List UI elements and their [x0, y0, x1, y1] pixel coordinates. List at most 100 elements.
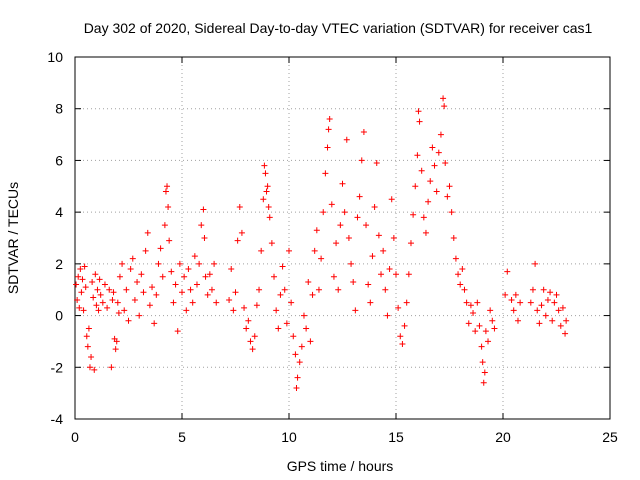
data-point: [168, 268, 175, 275]
data-point: [315, 286, 322, 293]
y-tick-label: 6: [55, 152, 63, 168]
data-point: [77, 266, 84, 273]
data-point: [286, 247, 292, 254]
data-point: [84, 343, 91, 350]
data-point: [106, 286, 113, 293]
data-point: [243, 325, 250, 332]
data-point: [99, 299, 106, 306]
y-tick-label: -4: [51, 411, 64, 427]
data-point: [262, 170, 269, 177]
data-point: [512, 291, 519, 298]
data-point: [480, 379, 487, 386]
y-tick-label: 10: [47, 49, 63, 65]
data-point: [127, 266, 134, 273]
data-point: [410, 211, 417, 218]
data-point: [420, 214, 427, 221]
data-point: [136, 312, 143, 319]
data-point: [363, 222, 370, 229]
data-point: [529, 286, 536, 293]
data-point: [547, 289, 554, 296]
data-point: [78, 289, 85, 296]
data-point: [474, 299, 481, 306]
data-point: [482, 328, 489, 335]
data-point: [140, 289, 147, 296]
data-point: [92, 271, 99, 278]
data-point: [88, 353, 95, 360]
data-point: [446, 183, 453, 190]
data-point: [138, 271, 145, 278]
data-point: [536, 320, 543, 327]
data-point: [94, 286, 101, 293]
data-point: [232, 289, 239, 296]
data-point: [294, 374, 301, 381]
data-point: [403, 299, 410, 306]
data-point: [538, 302, 545, 309]
y-tick-label: 0: [55, 308, 63, 324]
data-point: [204, 291, 211, 298]
data-point: [461, 286, 468, 293]
data-point: [399, 341, 406, 348]
data-point: [337, 222, 344, 229]
data-point: [452, 255, 459, 262]
data-point: [343, 136, 350, 143]
data-point: [112, 346, 119, 353]
data-point: [93, 302, 100, 309]
data-point: [478, 343, 485, 350]
data-point: [414, 152, 421, 159]
data-point: [375, 232, 382, 239]
data-point: [290, 333, 297, 340]
data-point: [504, 268, 511, 275]
data-point: [356, 193, 363, 200]
data-point: [510, 307, 517, 314]
data-point: [183, 307, 190, 314]
data-point: [146, 302, 153, 309]
data-point: [427, 178, 434, 185]
data-point: [467, 302, 474, 309]
data-point: [174, 328, 181, 335]
data-point: [440, 95, 447, 102]
data-point: [108, 364, 115, 371]
data-point: [144, 229, 151, 236]
data-point: [388, 196, 395, 203]
data-point: [405, 271, 412, 278]
y-tick-label: 2: [55, 256, 63, 272]
data-point: [258, 247, 265, 254]
data-point: [479, 359, 486, 366]
axis-ticks: 0 5 10 15 20 25 -4 -2 0 2 4 6 8 10: [47, 49, 618, 445]
data-point: [201, 235, 208, 241]
data-point: [213, 299, 220, 306]
data-point: [335, 286, 342, 293]
data-point: [236, 203, 243, 210]
data-point: [542, 312, 549, 319]
data-point: [472, 328, 479, 335]
data-point: [266, 214, 273, 221]
x-tick-label: 15: [388, 429, 404, 445]
data-point: [268, 240, 275, 247]
data-point: [365, 281, 372, 288]
data-point: [226, 297, 233, 304]
data-point: [309, 291, 316, 298]
data-point: [101, 281, 108, 288]
data-point: [281, 286, 288, 293]
data-point: [307, 338, 314, 345]
data-point: [422, 229, 429, 236]
data-point: [211, 260, 218, 267]
data-point: [76, 304, 83, 311]
y-axis-label: SDTVAR / TECUs: [5, 182, 21, 294]
data-point: [119, 260, 126, 267]
data-point: [166, 237, 173, 244]
x-axis-label: GPS time / hours: [287, 458, 394, 474]
data-point: [247, 338, 254, 345]
data-point: [322, 170, 329, 177]
x-tick-label: 5: [178, 429, 186, 445]
data-point: [470, 309, 477, 316]
data-point: [208, 286, 215, 293]
y-tick-label: -2: [51, 359, 64, 375]
data-point: [153, 291, 160, 298]
data-point: [540, 286, 547, 293]
data-point: [104, 304, 111, 311]
data-point: [162, 188, 169, 195]
data-point: [476, 322, 483, 329]
data-point: [273, 307, 280, 314]
data-point: [73, 281, 80, 288]
